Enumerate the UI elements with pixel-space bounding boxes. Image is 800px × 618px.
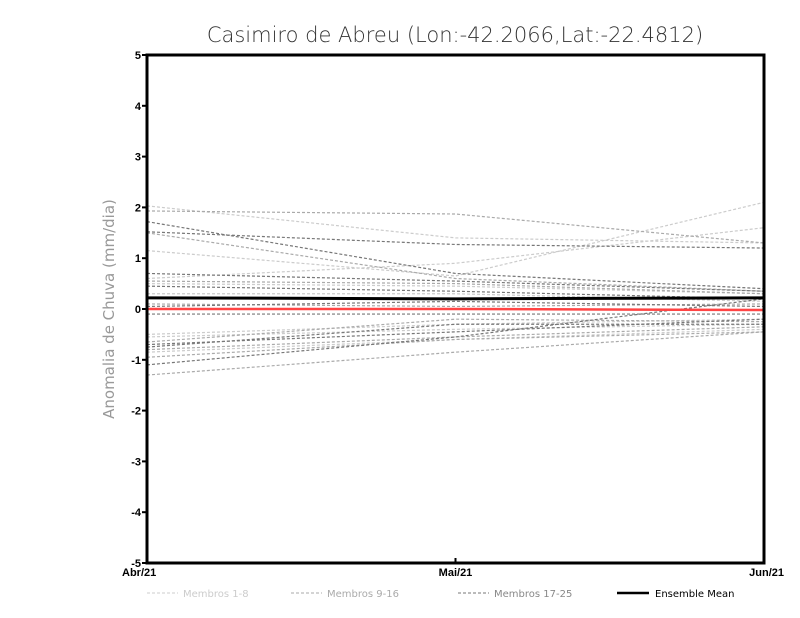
member-line-m20 — [146, 285, 765, 300]
member-line-m6 — [146, 318, 765, 335]
legend-label-g2: Membros 9-16 — [327, 589, 399, 600]
legend-label-g3: Membros 17-25 — [494, 589, 572, 600]
member-line-m25 — [146, 298, 765, 366]
y-tick-label: -5 — [131, 558, 141, 570]
y-tick-label: 0 — [135, 304, 141, 316]
y-tick-label: 5 — [135, 50, 141, 62]
legend: Membros 1-8 Membros 9-16 Membros 17-25 E… — [147, 589, 734, 600]
series-lines — [146, 201, 765, 376]
member-line-m21 — [146, 300, 765, 308]
y-tick-label: -2 — [131, 406, 141, 418]
member-line-m7 — [146, 323, 765, 338]
y-tick-label: -4 — [131, 507, 142, 519]
member-line-m13 — [146, 318, 765, 343]
zero-line — [147, 307, 765, 312]
y-tick-label: -3 — [131, 456, 141, 468]
member-line-m11 — [146, 280, 765, 295]
x-tick-label: Abr/21 — [122, 567, 156, 579]
x-tick-label: Mai/21 — [439, 567, 473, 579]
member-line-m17 — [146, 221, 765, 290]
y-axis-label: Anomalia de Chuva (mm/dia) — [100, 199, 118, 419]
member-line-m3 — [146, 227, 765, 280]
y-tick-label: 3 — [135, 152, 141, 164]
legend-label-g1: Membros 1-8 — [183, 589, 249, 600]
legend-label-mean: Ensemble Mean — [655, 589, 734, 600]
y-tick-label: 1 — [135, 253, 141, 265]
member-line-m5 — [147, 293, 765, 302]
y-tick-label: 2 — [135, 202, 141, 214]
member-line-m14 — [146, 326, 765, 351]
y-tick-label: 4 — [135, 101, 142, 113]
member-line-m23 — [146, 318, 765, 346]
chart-title: Casimiro de Abreu (Lon:-42.2066,Lat:-22.… — [207, 23, 703, 47]
member-line-m8 — [146, 328, 765, 353]
member-line-m18 — [146, 231, 765, 249]
member-line-m16 — [146, 331, 765, 376]
member-line-m1 — [146, 205, 765, 244]
x-tick-label: Jun/21 — [749, 567, 784, 579]
member-line-m4 — [146, 283, 765, 295]
y-ticks: 5 4 3 2 1 0 -1 -2 -3 -4 -5 — [131, 50, 147, 570]
x-ticks: Abr/21 Mai/21 Jun/21 — [122, 558, 784, 579]
member-line-m24 — [146, 323, 764, 348]
member-line-m2 — [146, 201, 765, 277]
member-line-m19 — [146, 272, 765, 292]
y-tick-label: -1 — [131, 355, 141, 367]
ensemble-mean-line — [146, 296, 765, 301]
member-line-m9 — [146, 210, 765, 244]
member-line-m10 — [146, 232, 765, 292]
